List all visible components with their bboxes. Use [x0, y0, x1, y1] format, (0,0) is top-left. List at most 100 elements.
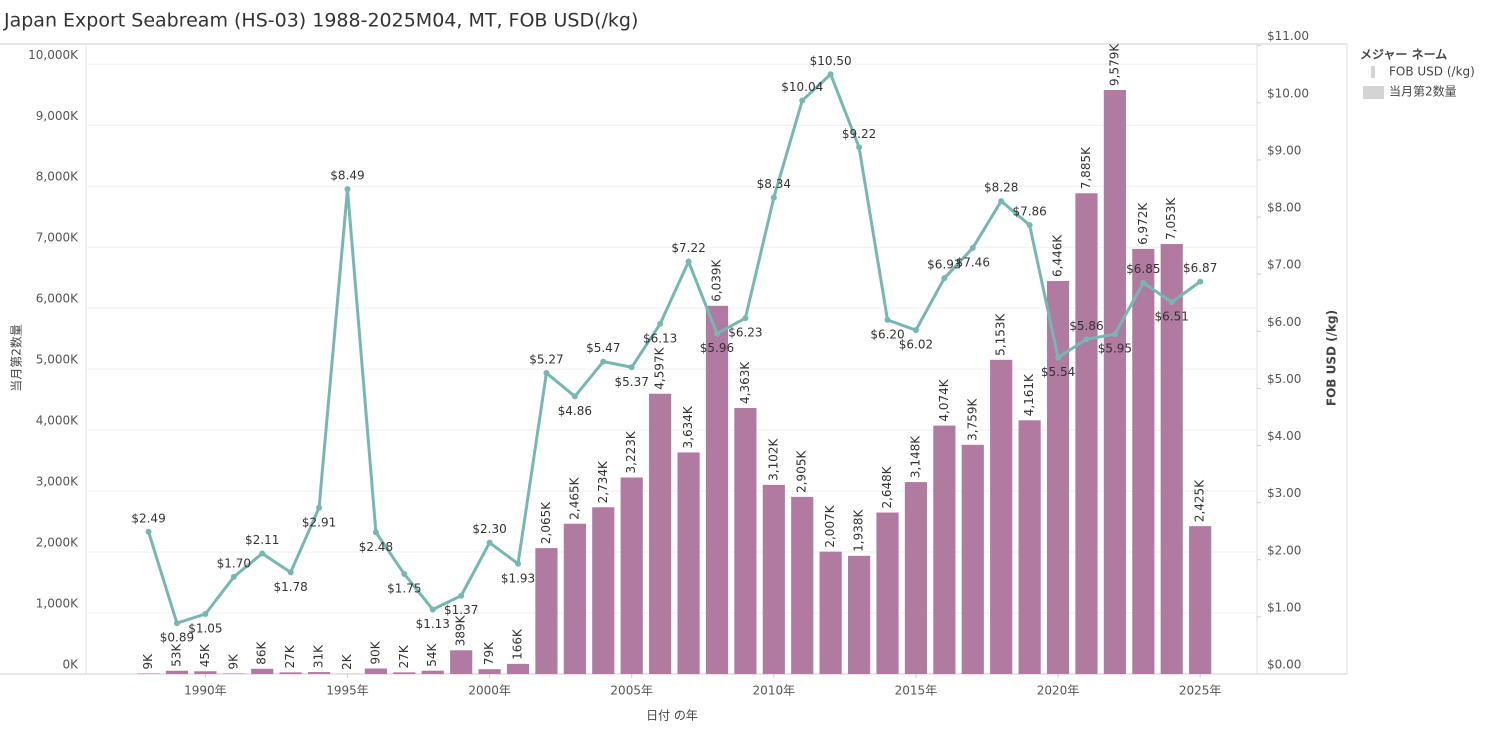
point-label: $6.93 — [927, 258, 961, 272]
bar-label: 2,905K — [795, 450, 809, 493]
point-label: $5.86 — [1069, 319, 1103, 333]
bar-label: 2,425K — [1193, 479, 1207, 522]
bar — [620, 477, 643, 674]
bar — [848, 555, 871, 674]
point-label: $5.96 — [700, 341, 734, 355]
x-tick-label: 2000年 — [468, 684, 511, 698]
bar — [478, 669, 501, 674]
bar — [791, 496, 814, 674]
bar-label: 2K — [340, 653, 354, 670]
y2-tick-label: $3.00 — [1267, 486, 1301, 500]
point — [515, 560, 522, 567]
bar — [961, 444, 984, 674]
bar-label: 4,597K — [653, 346, 667, 389]
point-label: $1.75 — [387, 582, 421, 596]
point-label: $9.22 — [842, 127, 876, 141]
bar-label: 7,053K — [1164, 197, 1178, 240]
bar-label: 5,153K — [994, 312, 1008, 355]
legend-title: メジャー ネーム — [1360, 48, 1447, 62]
point-label: $5.27 — [529, 352, 563, 366]
point — [458, 592, 465, 599]
y2-axis-title: FOB USD (/kg) — [1325, 310, 1339, 406]
bar-label: 31K — [312, 644, 326, 668]
y2-tick-label: $7.00 — [1267, 258, 1301, 272]
legend-swatch — [1363, 86, 1384, 99]
bar-label: 7,885K — [1079, 146, 1093, 189]
bar — [364, 668, 387, 674]
point-label: $2.91 — [302, 515, 336, 529]
x-tick-label: 2005年 — [610, 684, 653, 698]
bar — [1018, 420, 1041, 674]
bar-label: 3,223K — [624, 430, 638, 473]
bar-label: 389K — [454, 614, 468, 646]
point-label: $6.23 — [728, 326, 762, 340]
point-label: $4.86 — [558, 404, 592, 418]
y-tick-label: 9,000K — [36, 109, 79, 123]
point-label: $8.28 — [984, 181, 1018, 195]
point — [316, 504, 323, 511]
point — [912, 327, 919, 334]
point-label: $2.11 — [245, 533, 279, 547]
bar — [1075, 193, 1098, 674]
point-label: $10.50 — [810, 54, 852, 68]
point — [685, 258, 692, 265]
bar-label: 3,148K — [908, 435, 922, 478]
bar — [705, 305, 729, 674]
point-label: $1.93 — [501, 571, 535, 585]
point — [173, 620, 180, 627]
y2-tick-label: $9.00 — [1267, 143, 1301, 157]
y2-tick-label: $5.00 — [1267, 372, 1301, 386]
bar — [990, 359, 1013, 674]
legend-label: 当月第2数量 — [1389, 84, 1457, 99]
bar — [1132, 248, 1155, 674]
bar-label: 53K — [169, 642, 183, 666]
bar-label: 27K — [283, 644, 297, 668]
bar — [592, 507, 615, 674]
point — [884, 316, 891, 323]
bar — [1189, 526, 1212, 674]
y-tick-label: 6,000K — [36, 292, 79, 306]
point-label: $7.46 — [956, 255, 990, 269]
point-label: $6.02 — [899, 338, 933, 352]
bar-label: 54K — [425, 642, 439, 666]
bar-label: 3,634K — [681, 405, 695, 448]
point — [1055, 354, 1062, 361]
point-label: $1.78 — [273, 580, 307, 594]
point-label: $0.89 — [160, 631, 194, 645]
bar — [137, 673, 160, 674]
point — [259, 550, 266, 557]
point-label: $7.86 — [1012, 205, 1046, 219]
point-label: $2.30 — [472, 522, 506, 536]
bar-label: 166K — [511, 628, 525, 660]
point-label: $5.47 — [586, 341, 620, 355]
y-tick-label: 5,000K — [36, 353, 79, 367]
bar-label: 2,065K — [539, 501, 553, 544]
point — [287, 569, 294, 576]
point — [856, 144, 863, 151]
bar — [535, 548, 558, 674]
bar — [421, 670, 444, 674]
y2-tick-label: $11.00 — [1267, 29, 1309, 43]
point — [1168, 299, 1175, 306]
bar-label: 6,972K — [1136, 202, 1150, 245]
point — [1083, 336, 1090, 343]
point-label: $6.87 — [1183, 261, 1217, 275]
point — [230, 573, 237, 580]
bar — [1160, 243, 1183, 674]
point-label: $1.70 — [217, 556, 251, 570]
bar-label: 45K — [198, 643, 212, 667]
bar — [307, 672, 331, 674]
y2-tick-label: $8.00 — [1267, 201, 1301, 215]
bar-label: 3,759K — [965, 397, 979, 440]
y-tick-label: 3,000K — [36, 475, 79, 489]
y-tick-label: 7,000K — [36, 231, 79, 245]
bar — [933, 425, 956, 674]
point — [401, 571, 408, 578]
bar-label: 9,579K — [1107, 43, 1121, 86]
bar-label: 2,648K — [880, 465, 894, 508]
point-label: $10.04 — [781, 80, 823, 94]
point-label: $5.95 — [1098, 342, 1132, 356]
bar-label: 1,938K — [852, 508, 866, 551]
